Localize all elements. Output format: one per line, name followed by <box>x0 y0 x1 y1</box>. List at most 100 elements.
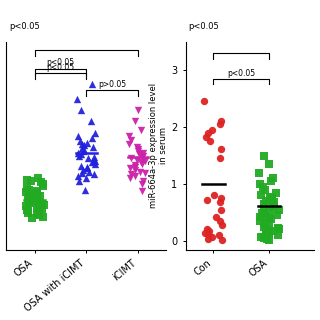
Point <box>78 152 83 157</box>
Point <box>218 119 223 124</box>
Point <box>134 144 139 149</box>
Point <box>217 156 222 161</box>
Point <box>90 82 95 87</box>
Point <box>257 170 262 175</box>
Text: p<0.05: p<0.05 <box>227 68 255 77</box>
Point <box>39 206 44 211</box>
Point <box>136 146 141 151</box>
Point <box>209 235 214 240</box>
Point <box>267 162 272 167</box>
Point <box>132 164 137 170</box>
Point <box>27 193 32 198</box>
Point <box>78 163 83 168</box>
Point <box>80 142 85 147</box>
Point <box>128 176 133 181</box>
Point <box>84 176 89 181</box>
Text: p<0.05: p<0.05 <box>10 22 40 31</box>
Point <box>135 157 140 163</box>
Point <box>76 150 81 155</box>
Point <box>140 181 145 187</box>
Point <box>212 193 217 198</box>
Point <box>76 153 81 158</box>
Point <box>206 236 211 241</box>
Point <box>268 179 274 184</box>
Point <box>77 139 82 144</box>
Point <box>137 152 142 157</box>
Point <box>263 231 268 236</box>
Point <box>140 154 145 159</box>
Point <box>258 214 263 220</box>
Point <box>218 207 223 212</box>
Point <box>269 217 274 222</box>
Point <box>84 165 89 171</box>
Point <box>81 148 86 154</box>
Point <box>273 190 278 195</box>
Point <box>41 203 46 208</box>
Y-axis label: miR-664a-3p expression level
in serum: miR-664a-3p expression level in serum <box>149 83 168 208</box>
Point <box>28 199 34 204</box>
Point <box>78 108 84 113</box>
Point <box>138 169 143 174</box>
Point <box>261 211 267 216</box>
Point <box>271 229 276 234</box>
Point <box>276 227 281 232</box>
Point <box>34 196 39 202</box>
Point <box>81 143 86 148</box>
Point <box>135 148 140 154</box>
Point <box>91 157 96 163</box>
Point <box>261 153 266 158</box>
Point <box>132 167 137 172</box>
Point <box>85 164 90 170</box>
Point <box>269 197 274 203</box>
Point <box>28 195 34 200</box>
Point <box>266 209 271 214</box>
Point <box>267 230 272 235</box>
Point <box>271 200 276 205</box>
Point <box>260 184 265 189</box>
Point <box>87 169 92 174</box>
Point <box>90 136 95 141</box>
Point <box>28 178 34 183</box>
Point <box>220 222 225 228</box>
Point <box>128 171 133 176</box>
Point <box>213 214 219 220</box>
Point <box>217 122 222 127</box>
Point <box>216 233 221 238</box>
Point <box>272 203 277 208</box>
Text: p>0.05: p>0.05 <box>98 80 126 89</box>
Point <box>257 181 262 187</box>
Point <box>263 233 268 238</box>
Point <box>75 173 80 178</box>
Text: p<0.05: p<0.05 <box>46 58 75 67</box>
Point <box>133 173 138 178</box>
Point <box>203 135 208 140</box>
Point <box>92 162 98 167</box>
Point <box>77 179 82 184</box>
Point <box>33 198 38 203</box>
Point <box>143 159 148 164</box>
Point <box>76 133 81 138</box>
Point <box>259 235 264 240</box>
Point <box>89 160 94 165</box>
Point <box>36 176 41 181</box>
Point <box>139 188 144 194</box>
Point <box>127 142 132 147</box>
Point <box>86 156 91 161</box>
Point <box>34 188 39 194</box>
Point <box>261 205 267 211</box>
Point <box>83 187 88 192</box>
Point <box>132 119 137 124</box>
Point <box>92 155 97 160</box>
Point <box>128 137 133 142</box>
Point <box>207 139 212 144</box>
Point <box>265 237 270 242</box>
Point <box>26 187 31 192</box>
Point <box>270 176 275 181</box>
Point <box>28 197 34 202</box>
Point <box>84 140 90 146</box>
Point <box>30 216 35 221</box>
Point <box>264 199 269 204</box>
Point <box>92 159 97 164</box>
Point <box>34 191 39 196</box>
Point <box>34 205 39 211</box>
